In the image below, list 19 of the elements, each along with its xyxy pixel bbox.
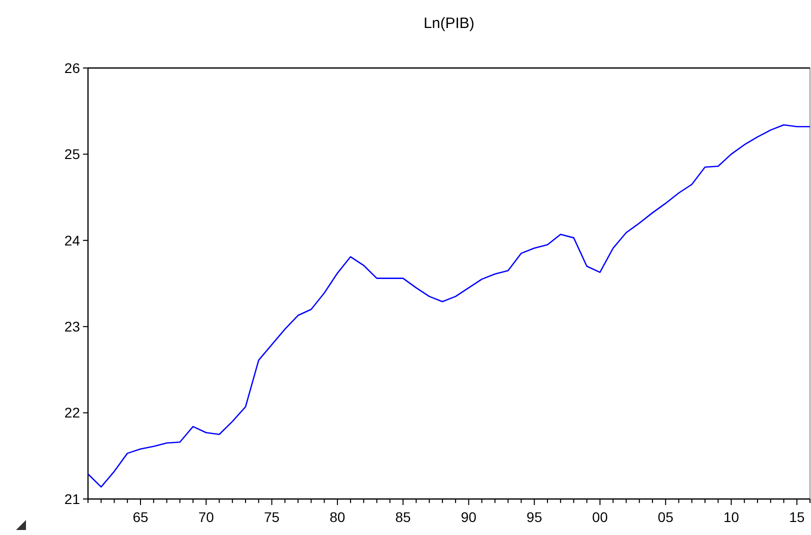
y-tick-label: 23 bbox=[64, 318, 80, 334]
x-tick-label: 75 bbox=[264, 509, 280, 525]
x-tick-label: 85 bbox=[395, 509, 412, 525]
x-tick-label: 95 bbox=[526, 509, 542, 525]
x-tick-label: 80 bbox=[330, 509, 346, 525]
x-tick-label: 15 bbox=[789, 509, 805, 525]
x-tick-label: 10 bbox=[723, 509, 740, 525]
y-tick-label: 22 bbox=[64, 404, 80, 421]
x-tick-label: 65 bbox=[132, 509, 149, 525]
x-tick-label: 00 bbox=[592, 509, 608, 525]
x-tick-label: 70 bbox=[198, 509, 214, 525]
y-tick-label: 25 bbox=[64, 146, 80, 162]
chart-title: Ln(PIB) bbox=[424, 15, 474, 32]
y-tick-label: 24 bbox=[64, 232, 80, 248]
x-tick-label: 90 bbox=[460, 509, 477, 525]
y-tick-label: 21 bbox=[64, 490, 80, 507]
y-tick-label: 26 bbox=[64, 60, 80, 76]
line-series bbox=[87, 124, 811, 488]
x-tick-label: 05 bbox=[658, 509, 674, 525]
